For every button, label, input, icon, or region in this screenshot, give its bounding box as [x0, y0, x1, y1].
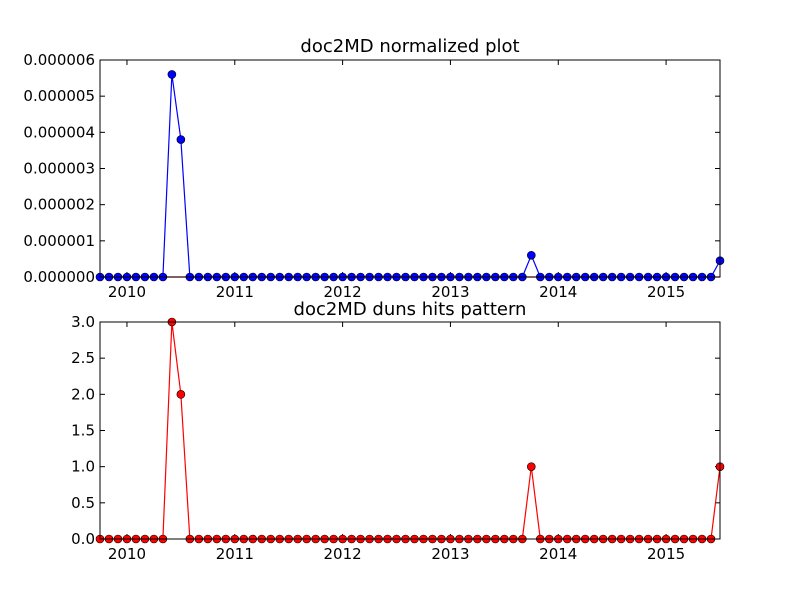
x-tick-label: 2012	[324, 545, 362, 563]
x-tick-label: 2014	[539, 283, 577, 301]
y-tick-label: 0.000001	[23, 232, 95, 250]
x-tick-label: 2011	[216, 283, 254, 301]
axes-frame	[99, 59, 721, 278]
chart-normalized-plot: doc2MD normalized plot 0.0000000.0000010…	[23, 36, 725, 301]
axes-frame	[99, 321, 721, 540]
data-point	[527, 251, 536, 260]
series-line	[100, 321, 721, 540]
x-tick-label: 2015	[647, 545, 685, 563]
data-point	[167, 70, 177, 79]
x-tick-label: 2011	[216, 545, 254, 563]
y-tick-label: 1.0	[71, 458, 95, 476]
y-tick-label: 0.000003	[23, 160, 95, 178]
y-tick-label: 1.5	[71, 422, 95, 440]
x-tick-label: 2010	[108, 545, 146, 563]
axis-ticks: 0.000000 0.000001 0.000002 0.000003 0.000004…	[23, 51, 720, 301]
plot-area	[95, 70, 725, 282]
series-line	[100, 74, 721, 278]
chart-duns-hits: doc2MD duns hits pattern 0.0 0.5 1.0 1.5 2.0…	[71, 299, 725, 563]
x-tick-label: 2013	[431, 283, 469, 301]
y-tick-label: 0.000006	[23, 51, 95, 69]
y-tick-label: 0.000004	[23, 123, 95, 141]
data-point	[176, 390, 186, 399]
x-tick-label: 2014	[539, 545, 577, 563]
plot-area	[95, 317, 725, 544]
y-tick-label: 0.5	[71, 494, 95, 512]
x-tick-label: 2012	[324, 283, 362, 301]
data-point	[176, 135, 186, 144]
chart-title: doc2MD duns hits pattern	[294, 299, 527, 320]
y-tick-label: 0.000002	[23, 196, 95, 214]
y-tick-label: 0.0	[71, 530, 95, 548]
y-tick-label: 0.000000	[23, 268, 95, 286]
x-tick-label: 2013	[431, 545, 469, 563]
x-tick-label: 2010	[108, 283, 146, 301]
y-tick-label: 0.000005	[23, 87, 95, 105]
axis-ticks: 0.0 0.5 1.0 1.5 2.0 2.5 3.0 2010 2011 2012 2013 201…	[71, 313, 720, 563]
chart-title: doc2MD normalized plot	[300, 36, 519, 57]
y-tick-label: 3.0	[71, 313, 95, 331]
x-tick-label: 2015	[647, 283, 685, 301]
data-point	[527, 462, 536, 471]
y-tick-label: 2.5	[71, 349, 95, 367]
y-tick-label: 2.0	[71, 385, 95, 403]
